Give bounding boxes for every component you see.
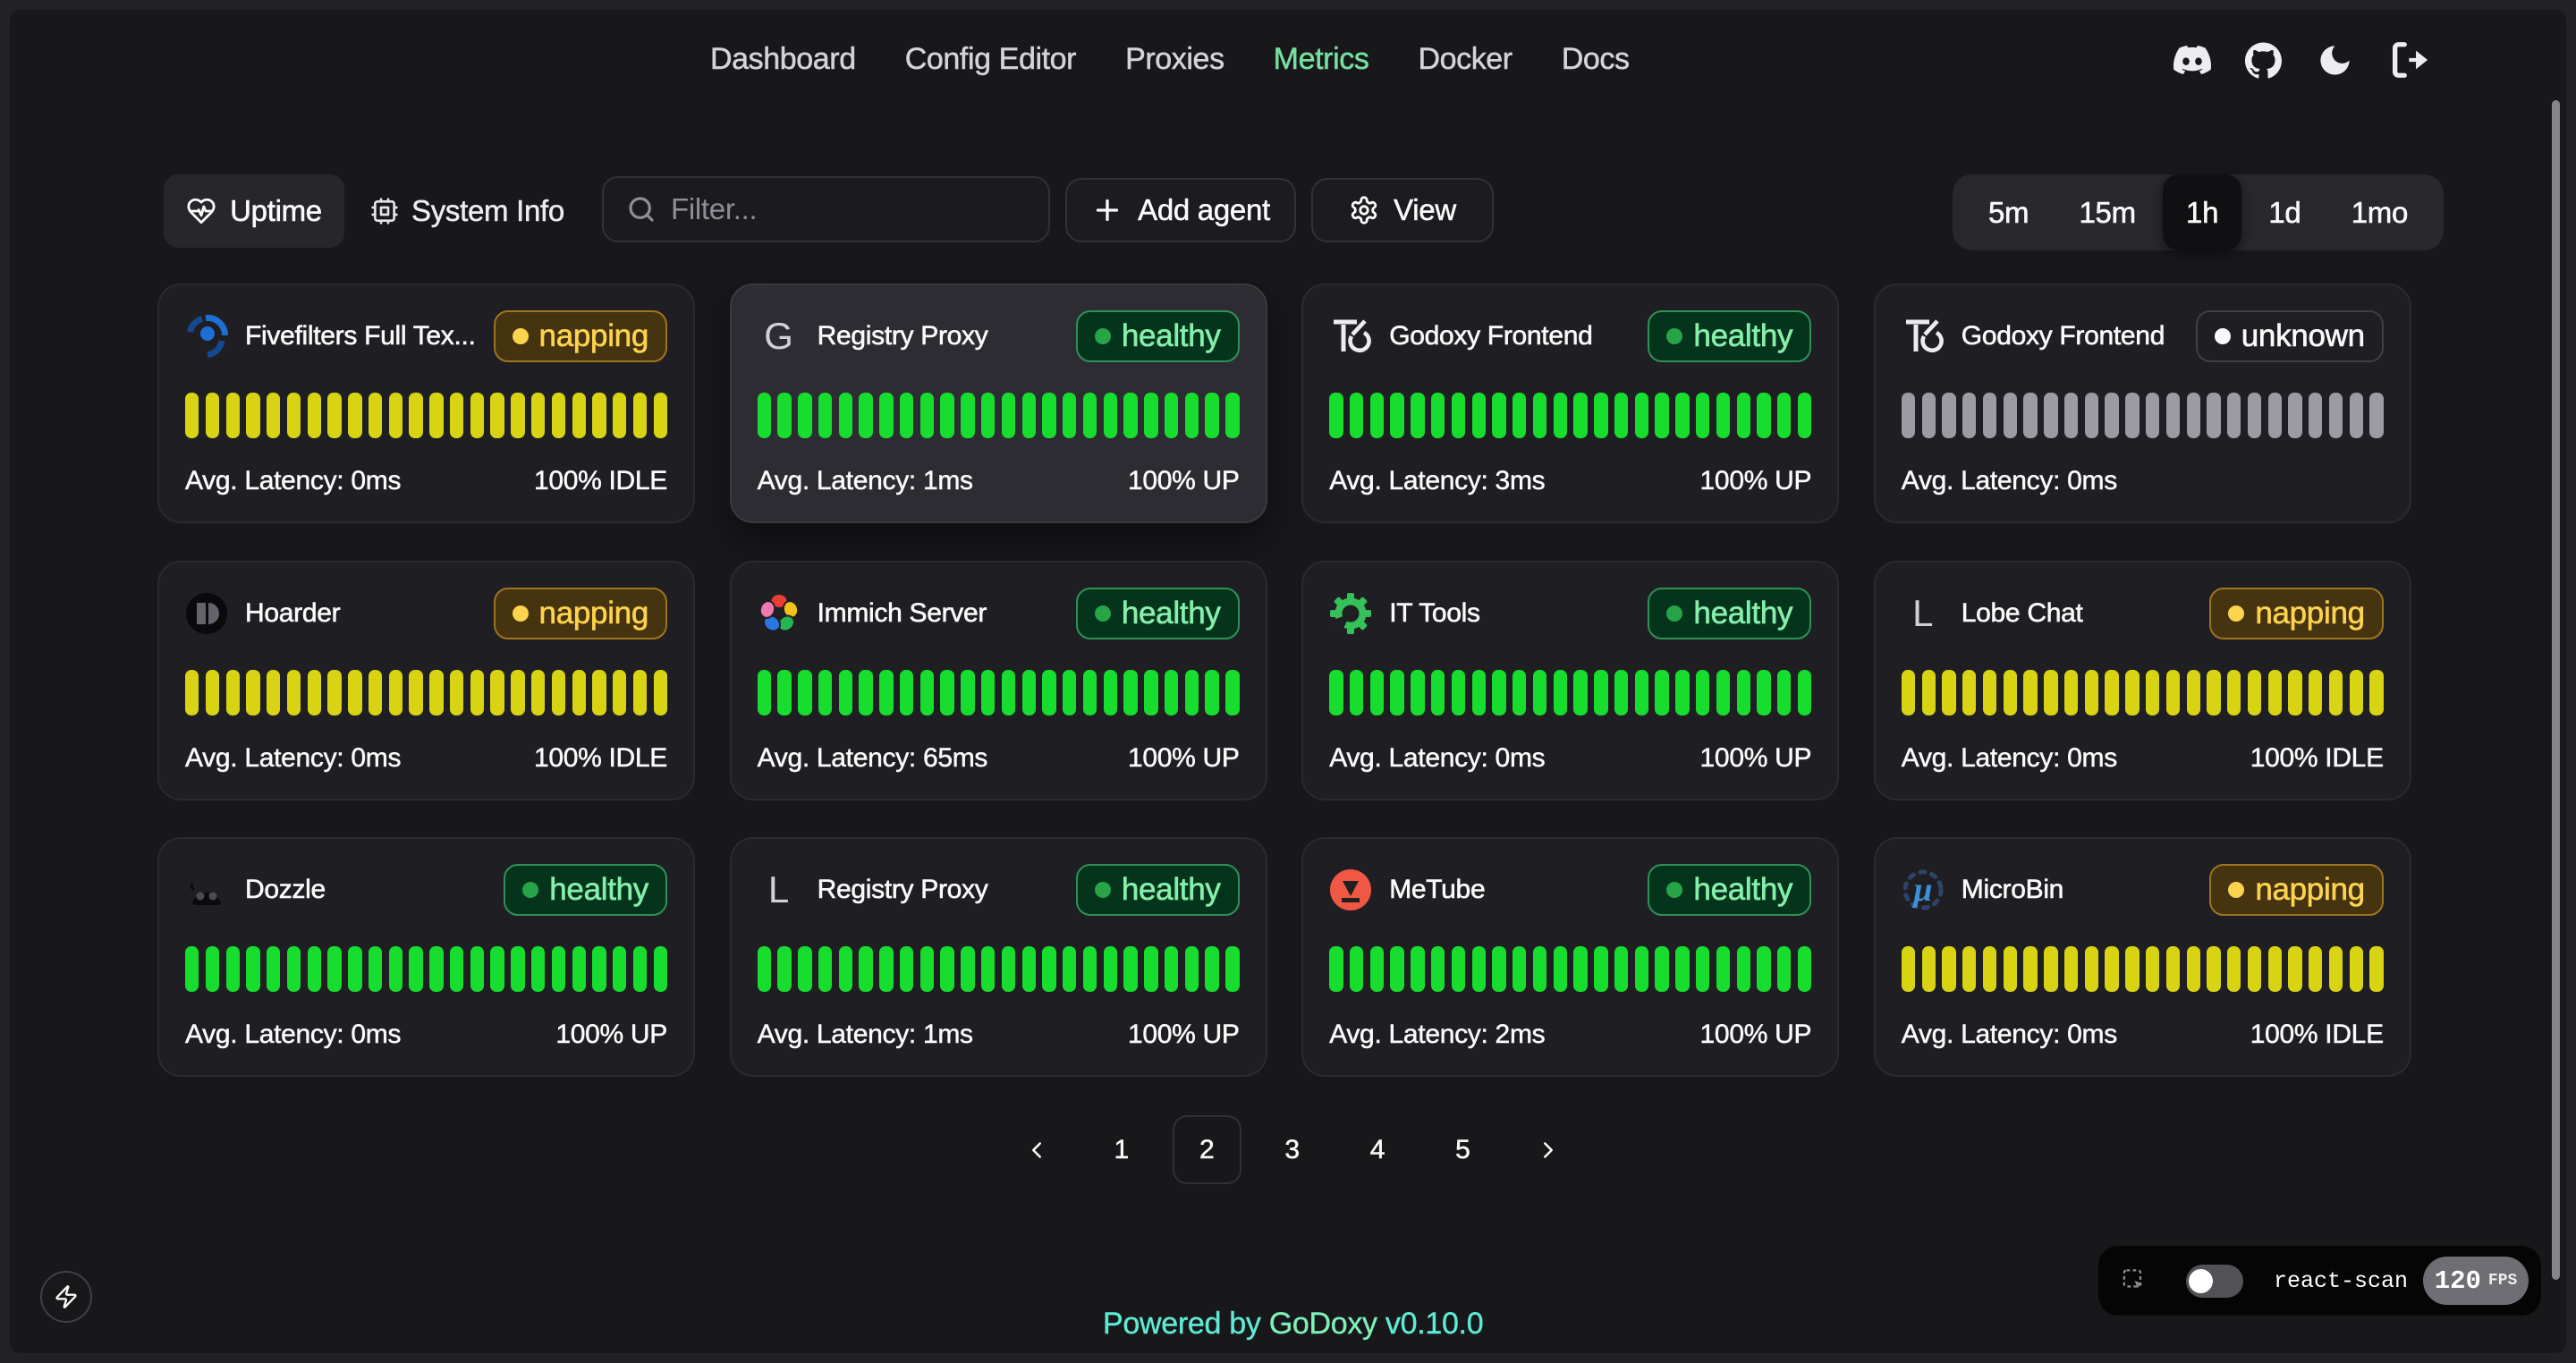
svg-text:μ: μ xyxy=(1911,871,1932,909)
